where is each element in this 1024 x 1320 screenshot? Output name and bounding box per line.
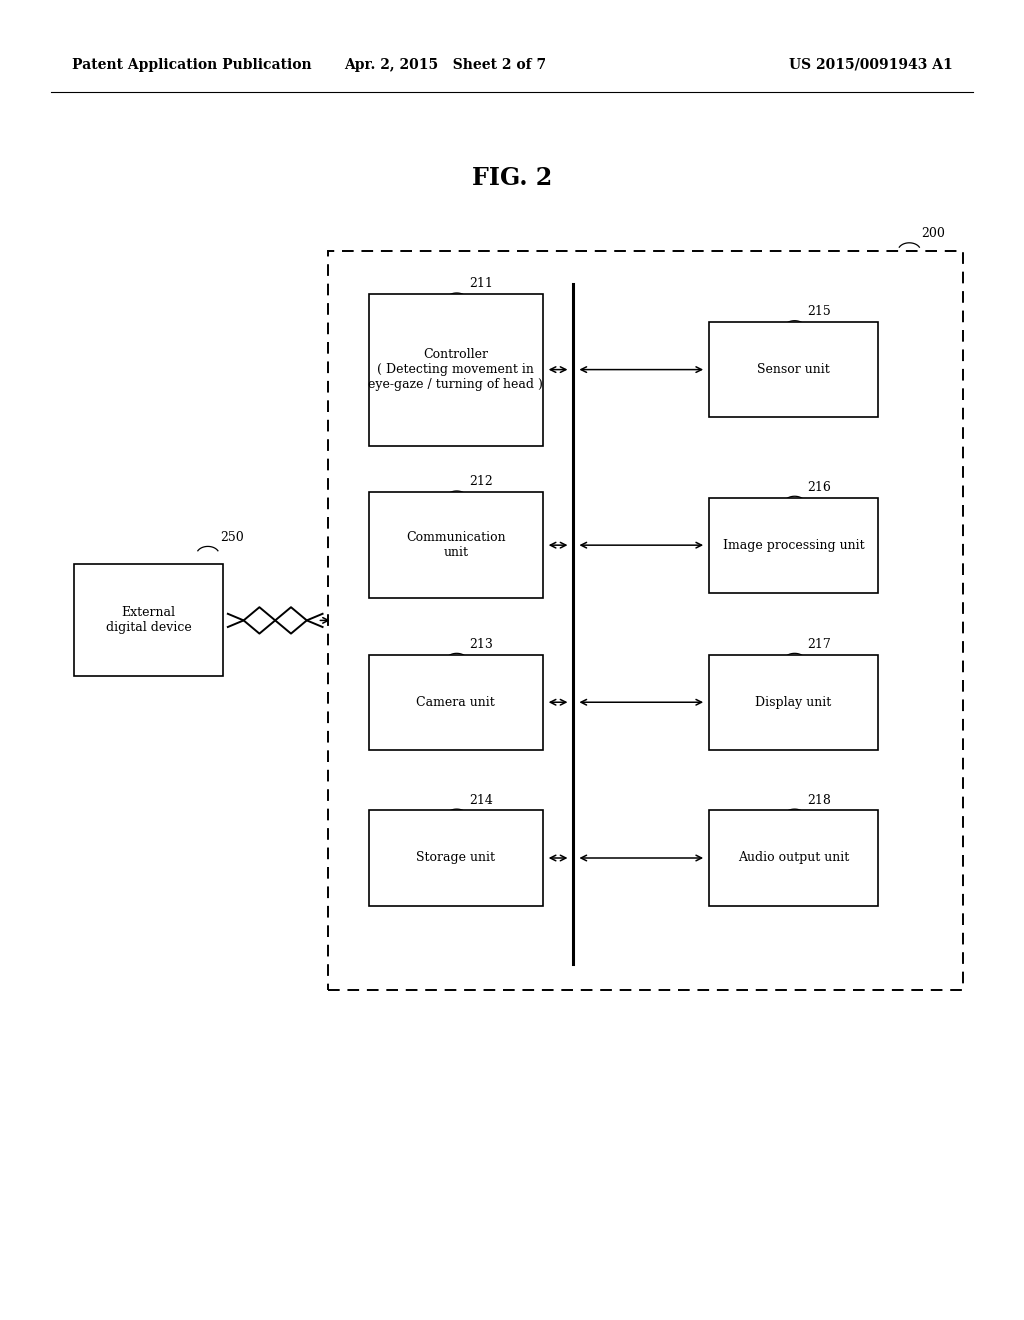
Bar — [74, 565, 222, 676]
Text: 250: 250 — [220, 531, 244, 544]
Text: 214: 214 — [469, 793, 493, 807]
Text: Camera unit: Camera unit — [417, 696, 495, 709]
Text: FIG. 2: FIG. 2 — [472, 166, 552, 190]
Bar — [709, 322, 879, 417]
Bar — [369, 492, 543, 598]
Text: 216: 216 — [807, 480, 830, 494]
Bar — [709, 498, 879, 593]
Text: Display unit: Display unit — [756, 696, 831, 709]
Text: Controller
( Detecting movement in
eye-gaze / turning of head ): Controller ( Detecting movement in eye-g… — [369, 348, 543, 391]
Text: Patent Application Publication: Patent Application Publication — [72, 58, 311, 71]
Text: 213: 213 — [469, 638, 493, 651]
Bar — [369, 655, 543, 750]
Text: 217: 217 — [807, 638, 830, 651]
Text: US 2015/0091943 A1: US 2015/0091943 A1 — [788, 58, 952, 71]
Text: Image processing unit: Image processing unit — [723, 539, 864, 552]
Text: Communication
unit: Communication unit — [406, 531, 506, 560]
Text: 215: 215 — [807, 305, 830, 318]
Bar — [709, 810, 879, 906]
Text: 212: 212 — [469, 475, 493, 488]
Text: 200: 200 — [922, 227, 945, 240]
Text: 211: 211 — [469, 277, 493, 290]
Bar — [709, 655, 879, 750]
Text: External
digital device: External digital device — [105, 606, 191, 635]
Bar — [369, 810, 543, 906]
Text: 218: 218 — [807, 793, 830, 807]
Bar — [328, 251, 963, 990]
Text: Audio output unit: Audio output unit — [738, 851, 849, 865]
Text: Storage unit: Storage unit — [416, 851, 496, 865]
Bar — [369, 294, 543, 446]
Text: Apr. 2, 2015   Sheet 2 of 7: Apr. 2, 2015 Sheet 2 of 7 — [344, 58, 547, 71]
Text: Sensor unit: Sensor unit — [757, 363, 830, 376]
